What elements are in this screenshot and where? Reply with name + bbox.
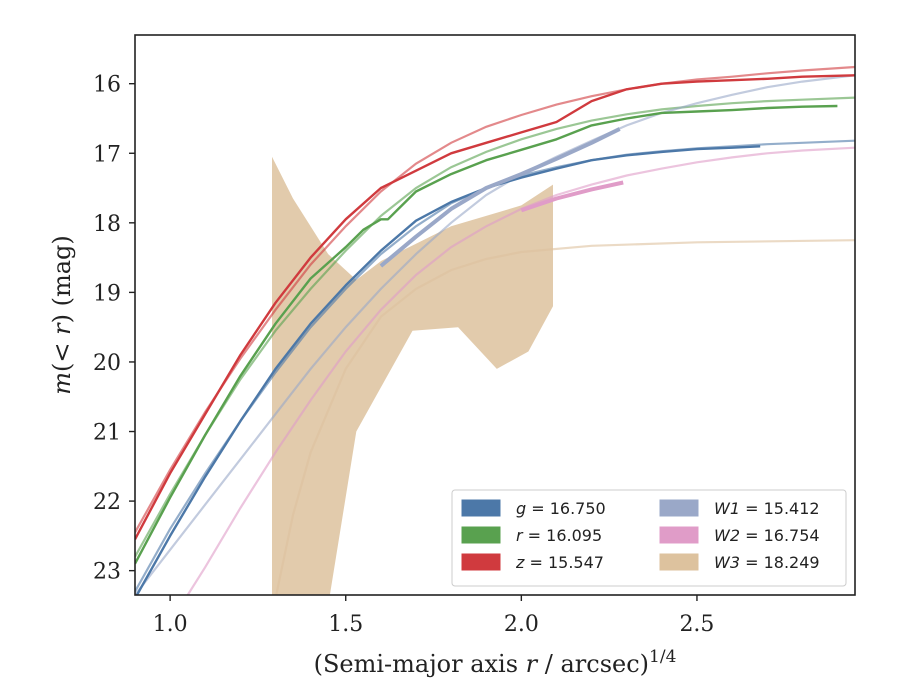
series-w2-data [520, 180, 624, 213]
axes: 1.0 1.5 2.0 2.5 16 17 18 19 20 21 22 23 (Semi-major … [48, 34, 856, 678]
series-r-data [135, 104, 838, 565]
x-tick-label: 1.5 [328, 612, 363, 637]
plot-frame [134, 34, 856, 596]
x-axis-label: (Semi-major axis r / arcsec)1/4 [314, 647, 677, 678]
legend-swatch-g [461, 499, 501, 517]
legend-label-w2: W2 = 16.754 [714, 526, 820, 545]
series-w1-data [379, 127, 621, 268]
y-tick-label: 19 [93, 281, 121, 306]
legend-label-g: g = 16.750 [516, 499, 606, 518]
y-axis-label: m(< r) (mag) [48, 235, 76, 395]
series-w2-model [186, 146, 855, 595]
legend-label-w3: W3 = 18.249 [714, 553, 820, 572]
series-z-data [135, 74, 855, 540]
series-g-data [135, 145, 761, 595]
legend-label-w1: W1 = 15.412 [714, 499, 820, 518]
legend-swatch-w1 [659, 499, 699, 517]
series-r-model [135, 96, 855, 558]
y-tick-label: 21 [93, 421, 121, 446]
legend-swatch-z [461, 553, 501, 571]
series-z-model [135, 65, 855, 533]
y-tick-label: 23 [93, 560, 121, 585]
x-tick-label: 1.0 [153, 612, 188, 637]
y-tick-label: 22 [93, 490, 121, 515]
x-tick-label: 2.0 [504, 612, 539, 637]
x-tick-label: 2.5 [679, 612, 714, 637]
y-tick-label: 17 [93, 142, 121, 167]
legend-box [451, 489, 847, 587]
y-tick-label: 16 [93, 73, 121, 98]
legend-swatch-r [461, 526, 501, 544]
plot-area [135, 65, 855, 595]
legend-swatch-w3 [659, 553, 699, 571]
legend-label-z: z = 15.547 [515, 553, 604, 572]
series-w1-model [135, 74, 855, 595]
y-tick-label: 20 [93, 351, 121, 376]
legend-swatch-w2 [659, 526, 699, 544]
y-tick-label: 18 [93, 212, 121, 237]
legend-label-r: r = 16.095 [516, 526, 602, 545]
legend: g = 16.750 r = 16.095 z = 15.547 W1 = 15.41… [451, 489, 847, 587]
series-w3-band [272, 156, 553, 595]
series-w3-model [275, 239, 855, 595]
